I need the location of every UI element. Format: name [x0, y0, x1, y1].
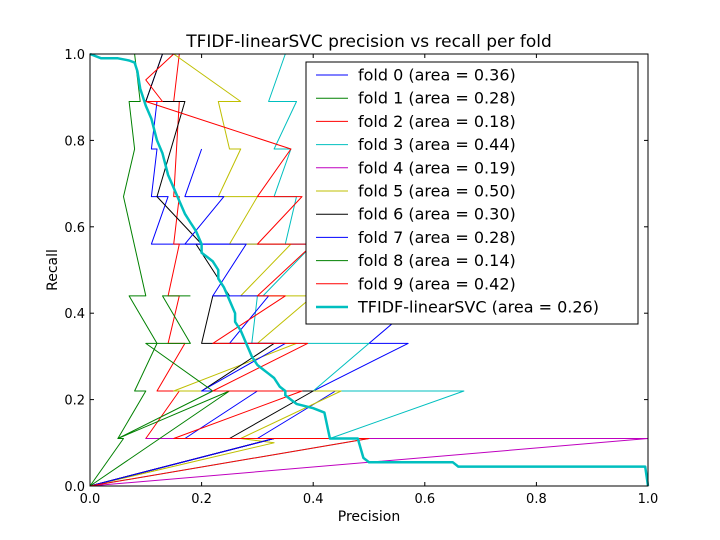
y-tick-label: 0.2: [64, 394, 85, 409]
x-tick-label: 0.4: [303, 492, 324, 507]
chart-title: TFIDF-linearSVC precision vs recall per …: [185, 32, 552, 52]
x-axis: 0.0 0.2 0.4 0.6 0.8 1.0: [80, 54, 659, 507]
legend: fold 0 (area = 0.36) fold 1 (area = 0.28)…: [305, 61, 639, 325]
legend-label: fold 6 (area = 0.30): [358, 205, 516, 224]
legend-label: fold 1 (area = 0.28): [358, 89, 516, 108]
legend-label: TFIDF-linearSVC (area = 0.26): [357, 298, 599, 317]
series-line-6: [89, 53, 314, 487]
legend-label: fold 0 (area = 0.36): [358, 66, 516, 85]
y-tick-label: 0.4: [64, 307, 85, 322]
series-line-10: [89, 52, 650, 487]
legend-label: fold 2 (area = 0.18): [358, 112, 516, 131]
y-axis: 0.0 0.2 0.4 0.6 0.8 1.0: [64, 48, 648, 495]
y-axis-label: Recall: [45, 249, 61, 291]
legend-box: [305, 61, 639, 325]
series-line-1: [89, 53, 158, 487]
series-line-9: [89, 53, 370, 487]
x-tick-label: 0.2: [191, 492, 212, 507]
legend-label: fold 5 (area = 0.50): [358, 182, 516, 201]
x-tick-label: 0.6: [414, 492, 435, 507]
legend-label: fold 9 (area = 0.42): [358, 274, 516, 293]
x-axis-label: Precision: [338, 509, 400, 525]
legend-label: fold 8 (area = 0.14): [358, 251, 516, 270]
series-line-2: [89, 53, 275, 487]
legend-label: fold 4 (area = 0.19): [358, 158, 516, 177]
legend-label: fold 7 (area = 0.28): [358, 228, 516, 247]
plot-lines: [89, 52, 650, 487]
x-tick-label: 1.0: [638, 492, 659, 507]
y-tick-label: 0.8: [64, 134, 85, 149]
y-tick-label: 0.6: [64, 221, 85, 236]
legend-label: fold 3 (area = 0.44): [358, 135, 516, 154]
y-tick-label: 0.0: [64, 480, 85, 495]
x-tick-label: 0.0: [80, 492, 101, 507]
plot-frame: [89, 53, 649, 487]
x-tick-label: 0.8: [526, 492, 547, 507]
y-tick-label: 1.0: [64, 48, 85, 63]
series-line-8: [89, 295, 230, 487]
